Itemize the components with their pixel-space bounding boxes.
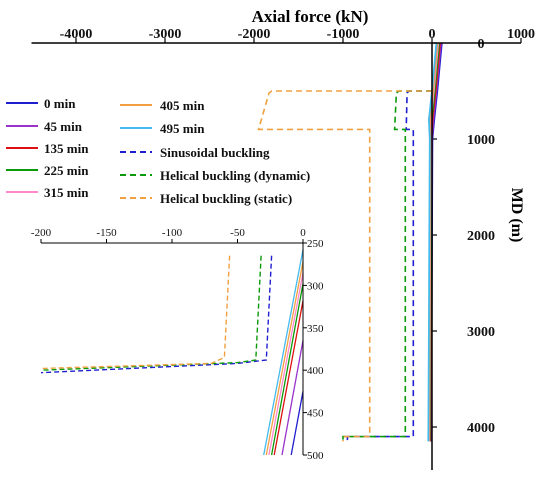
legend-label-135-min: 135 min [44, 141, 89, 156]
inset-x-tick-label: -100 [162, 227, 183, 239]
inset-series-line-405-min [265, 261, 304, 456]
inset-x-axis-ticks: -200 -150 -100 -50 0 [31, 227, 306, 243]
inset-series-line-315-min [268, 272, 304, 456]
inset-series-line-0-min [290, 391, 304, 456]
series-line-sinusoidal-buckling [346, 90, 432, 442]
legend-label-45-min: 45 min [44, 119, 83, 134]
main-series [257, 42, 443, 442]
legend-label-helical-buckling-static: Helical buckling (static) [160, 191, 292, 206]
x-tick-label: -4000 [60, 27, 93, 42]
x-tick-label: -3000 [149, 27, 182, 42]
inset-series-line-225-min [270, 283, 304, 456]
legend: 0 min 45 min 135 min 225 min 315 min 405 min 4… [6, 96, 310, 206]
inset-x-tick-label: -150 [96, 227, 117, 239]
x-tick-label: -2000 [238, 27, 271, 42]
inset-y-axis-ticks: 250 300 350 400 450 500 [303, 238, 324, 462]
y-tick-label: 3000 [467, 325, 495, 340]
inset-series-line-sinusoidal-buckling [40, 255, 273, 374]
x-tick-label: -1000 [327, 27, 360, 42]
inset-y-tick-label: 350 [307, 323, 324, 335]
y-tick-label: 4000 [467, 421, 495, 436]
legend-label-495-min: 495 min [160, 121, 205, 136]
legend-label-helical-buckling-dynamic: Helical buckling (dynamic) [160, 168, 310, 183]
inset-series [40, 249, 304, 456]
y-axis-ticks: 0 1000 2000 3000 4000 [432, 37, 495, 436]
inset-x-tick-label: 0 [300, 227, 306, 239]
inset-x-tick-label: -200 [31, 227, 52, 239]
legend-label-315-min: 315 min [44, 185, 89, 200]
inset-series-line-135-min [273, 300, 304, 456]
y-tick-label: 1000 [467, 133, 495, 148]
series-line-helical-buckling-dynamic [342, 90, 432, 442]
main-chart: Axial force (kN) -4000 -3000 -2000 -1000 0 10… [31, 7, 535, 470]
inset-chart: -200 -150 -100 -50 0 250 300 350 400 450 500 [31, 227, 324, 462]
y-tick-label: 0 [478, 37, 485, 52]
legend-label-0-min: 0 min [44, 96, 76, 111]
legend-label-405-min: 405 min [160, 98, 205, 113]
inset-y-tick-label: 250 [307, 238, 324, 250]
y-axis-title: MD (m) [508, 188, 525, 243]
inset-series-line-45-min [281, 340, 304, 456]
x-tick-label: 1000 [507, 27, 535, 42]
inset-series-line-helical-buckling-dynamic [40, 255, 262, 371]
inset-series-line-495-min [263, 249, 304, 456]
inset-series-line-helical-buckling-static [40, 255, 231, 370]
inset-y-tick-label: 450 [307, 408, 324, 420]
inset-y-tick-label: 500 [307, 450, 324, 462]
x-tick-label: 0 [429, 27, 436, 42]
x-axis-title: Axial force (kN) [252, 7, 369, 26]
inset-y-tick-label: 300 [307, 280, 324, 292]
x-axis-ticks: -4000 -3000 -2000 -1000 0 1000 [60, 27, 535, 43]
inset-x-tick-label: -50 [230, 227, 245, 239]
legend-label-sinusoidal-buckling: Sinusoidal buckling [160, 145, 270, 160]
inset-y-tick-label: 400 [307, 365, 324, 377]
y-tick-label: 2000 [467, 229, 495, 244]
legend-label-225-min: 225 min [44, 163, 89, 178]
series-line-helical-buckling-static [257, 90, 432, 442]
